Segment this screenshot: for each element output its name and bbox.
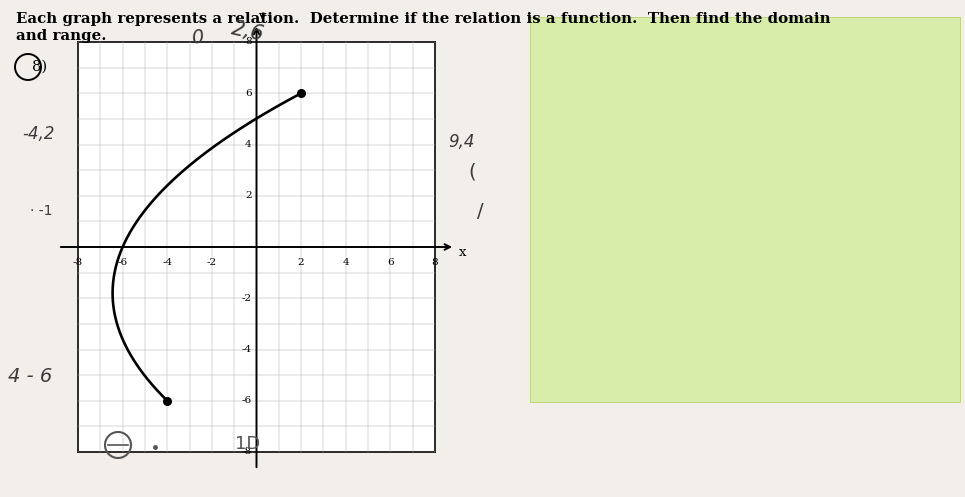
Text: 8: 8	[431, 258, 438, 267]
Text: x: x	[459, 247, 466, 259]
Text: 2: 2	[245, 191, 252, 200]
Text: 6: 6	[387, 258, 394, 267]
Text: 1D: 1D	[235, 435, 261, 453]
Text: 4: 4	[343, 258, 349, 267]
Text: 6: 6	[245, 89, 252, 98]
Text: -8: -8	[73, 258, 83, 267]
Text: -8: -8	[241, 447, 252, 457]
Text: 0: 0	[190, 27, 205, 48]
Text: Each graph represents a relation.  Determine if the relation is a function.  The: Each graph represents a relation. Determ…	[16, 12, 831, 26]
FancyBboxPatch shape	[78, 42, 435, 452]
Text: -4: -4	[241, 345, 252, 354]
Text: (: (	[468, 162, 476, 181]
Text: and range.: and range.	[16, 29, 106, 43]
Text: -4,2: -4,2	[22, 125, 54, 143]
Text: -6: -6	[241, 396, 252, 405]
FancyBboxPatch shape	[530, 17, 960, 402]
Text: 4 - 6: 4 - 6	[8, 367, 52, 386]
Text: -6: -6	[118, 258, 127, 267]
Text: 8): 8)	[32, 60, 47, 74]
Text: -2: -2	[241, 294, 252, 303]
Text: /: /	[477, 202, 483, 221]
Text: 2: 2	[298, 258, 304, 267]
Text: 4: 4	[245, 140, 252, 149]
Text: -2: -2	[207, 258, 217, 267]
Text: y: y	[258, 10, 265, 23]
Text: -4: -4	[162, 258, 173, 267]
Text: 2,6: 2,6	[230, 18, 266, 45]
Text: 8: 8	[245, 37, 252, 47]
Text: · -1: · -1	[30, 204, 52, 218]
Text: 9,4: 9,4	[448, 133, 475, 151]
